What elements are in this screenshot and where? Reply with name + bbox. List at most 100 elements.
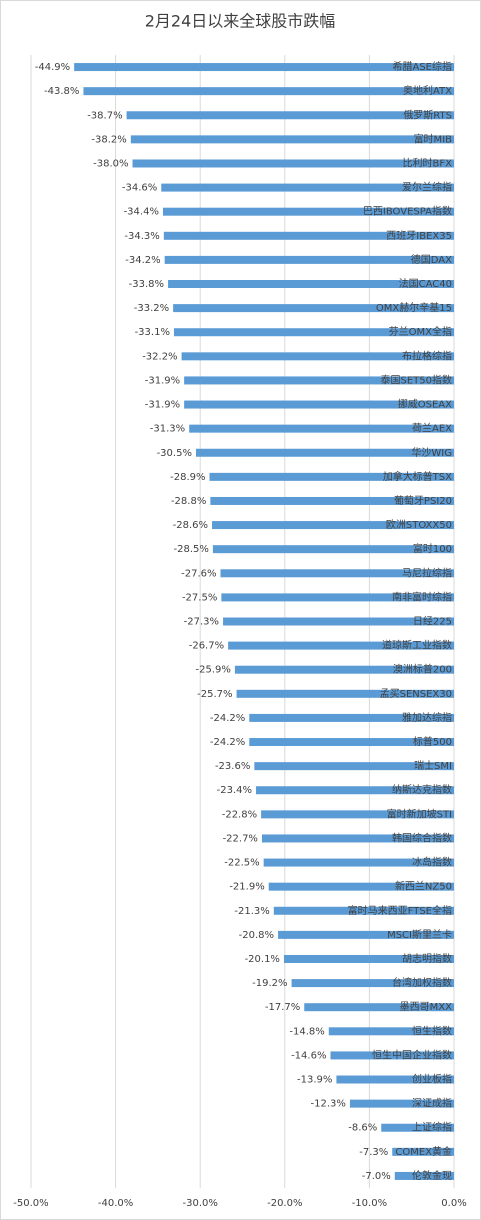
- value-label: -33.1%: [135, 327, 170, 338]
- category-label: 孟买SENSEX30: [380, 688, 452, 700]
- value-label: -22.7%: [223, 833, 258, 844]
- category-label: 韩国综合指数: [392, 831, 452, 844]
- value-label: -31.9%: [145, 375, 180, 386]
- value-label: -25.9%: [195, 665, 230, 676]
- bar: [184, 400, 454, 409]
- category-label: 华沙WIG: [411, 446, 452, 459]
- category-label: 墨西哥MXX: [400, 1001, 452, 1013]
- bar: [349, 1099, 454, 1108]
- value-label: -17.7%: [265, 1002, 300, 1013]
- bar: [261, 834, 454, 843]
- value-label: -24.2%: [210, 737, 245, 748]
- value-label: -28.5%: [173, 544, 208, 555]
- value-label: -31.3%: [150, 424, 185, 435]
- category-label: 芬兰OMX全指: [389, 325, 452, 338]
- value-label: -30.5%: [157, 448, 192, 459]
- value-label: -33.2%: [134, 303, 169, 314]
- bar: [249, 738, 454, 747]
- bar: [212, 521, 454, 530]
- category-label: 道琼斯工业指数: [382, 639, 452, 652]
- value-label: -34.6%: [122, 183, 157, 194]
- category-label: 伦敦金现: [412, 1169, 452, 1182]
- category-label: 胡志明指数: [402, 952, 452, 965]
- category-label: 挪威OSEAX: [398, 398, 452, 411]
- category-label: 马尼拉综指: [402, 566, 452, 579]
- value-label: -20.1%: [245, 954, 280, 965]
- value-label: -22.8%: [222, 809, 257, 820]
- category-label: 新西兰NZ50: [395, 880, 452, 893]
- value-label: -14.6%: [291, 1050, 326, 1061]
- value-label: -28.6%: [173, 520, 208, 531]
- bar: [210, 496, 454, 505]
- bar: [249, 713, 454, 722]
- category-label: COMEX黄金: [395, 1145, 452, 1158]
- bar: [184, 376, 454, 385]
- category-label: 纳斯达克指数: [392, 783, 452, 796]
- bar: [336, 1075, 454, 1084]
- bar: [189, 424, 454, 433]
- bar: [126, 111, 455, 120]
- value-label: -38.2%: [91, 134, 126, 145]
- value-label: -31.9%: [145, 400, 180, 411]
- bar: [163, 231, 454, 240]
- bar: [173, 304, 455, 313]
- category-label: 上证综指: [412, 1121, 452, 1134]
- bar: [304, 1003, 454, 1012]
- bar: [392, 1147, 454, 1156]
- bar: [283, 954, 454, 963]
- value-label: -23.4%: [217, 785, 252, 796]
- category-label: 西班牙IBEX35: [386, 230, 452, 242]
- bar: [228, 641, 454, 650]
- category-label: 冰岛指数: [412, 856, 452, 869]
- bar: [291, 979, 454, 988]
- x-tick-label: -30.0%: [183, 1198, 218, 1209]
- bar: [181, 352, 454, 361]
- category-label: 恒生中国企业指数: [372, 1048, 452, 1061]
- category-label: 雅加达综指: [402, 711, 452, 724]
- value-label: -28.9%: [170, 472, 205, 483]
- bar: [261, 810, 454, 819]
- category-label: 比利时BFX: [403, 157, 453, 169]
- category-label: 布拉格综指: [402, 349, 452, 362]
- value-label: -25.7%: [197, 689, 232, 700]
- value-label: -34.2%: [125, 255, 160, 266]
- value-label: -12.3%: [311, 1099, 346, 1110]
- value-label: -8.6%: [348, 1123, 377, 1134]
- category-label: 日经225: [413, 615, 452, 628]
- category-label: 爱尔兰综指: [402, 181, 452, 194]
- bar: [328, 1027, 454, 1036]
- bar: [254, 762, 454, 771]
- value-label: -38.7%: [87, 110, 122, 121]
- category-label: 葡萄牙PSI20: [394, 494, 452, 507]
- bar: [381, 1123, 454, 1132]
- bar: [221, 593, 454, 602]
- category-label: 荷兰AEX: [412, 422, 452, 435]
- category-label: 富时马来西亚FTSE全指: [348, 904, 452, 917]
- category-label: 俄罗斯RTS: [403, 108, 452, 121]
- value-label: -38.0%: [93, 158, 128, 169]
- value-label: -14.8%: [289, 1026, 324, 1037]
- value-label: -21.3%: [234, 906, 269, 917]
- value-label: -22.5%: [224, 858, 259, 869]
- bar: [268, 882, 454, 891]
- category-label: 创业板指: [412, 1073, 452, 1086]
- category-label: 台湾加权指数: [392, 976, 452, 989]
- bar: [212, 545, 454, 554]
- value-label: -27.5%: [182, 592, 217, 603]
- bar: [164, 255, 454, 264]
- category-label: 标普500: [413, 735, 452, 748]
- x-tick-label: -20.0%: [267, 1198, 302, 1209]
- category-label: 希腊ASE综指: [392, 60, 452, 73]
- value-label: -26.7%: [189, 641, 224, 652]
- value-label: -19.2%: [252, 978, 287, 989]
- value-label: -43.8%: [44, 86, 79, 97]
- bar: [195, 448, 454, 457]
- chart-title: 2月24日以来全球股市跌幅: [145, 12, 336, 31]
- category-label: 富时MIB: [414, 132, 453, 145]
- bar: [394, 1171, 454, 1180]
- category-label: 泰国SET50指数: [381, 373, 453, 386]
- value-label: -27.6%: [181, 568, 216, 579]
- value-label: -32.2%: [142, 351, 177, 362]
- value-label: -23.6%: [215, 761, 250, 772]
